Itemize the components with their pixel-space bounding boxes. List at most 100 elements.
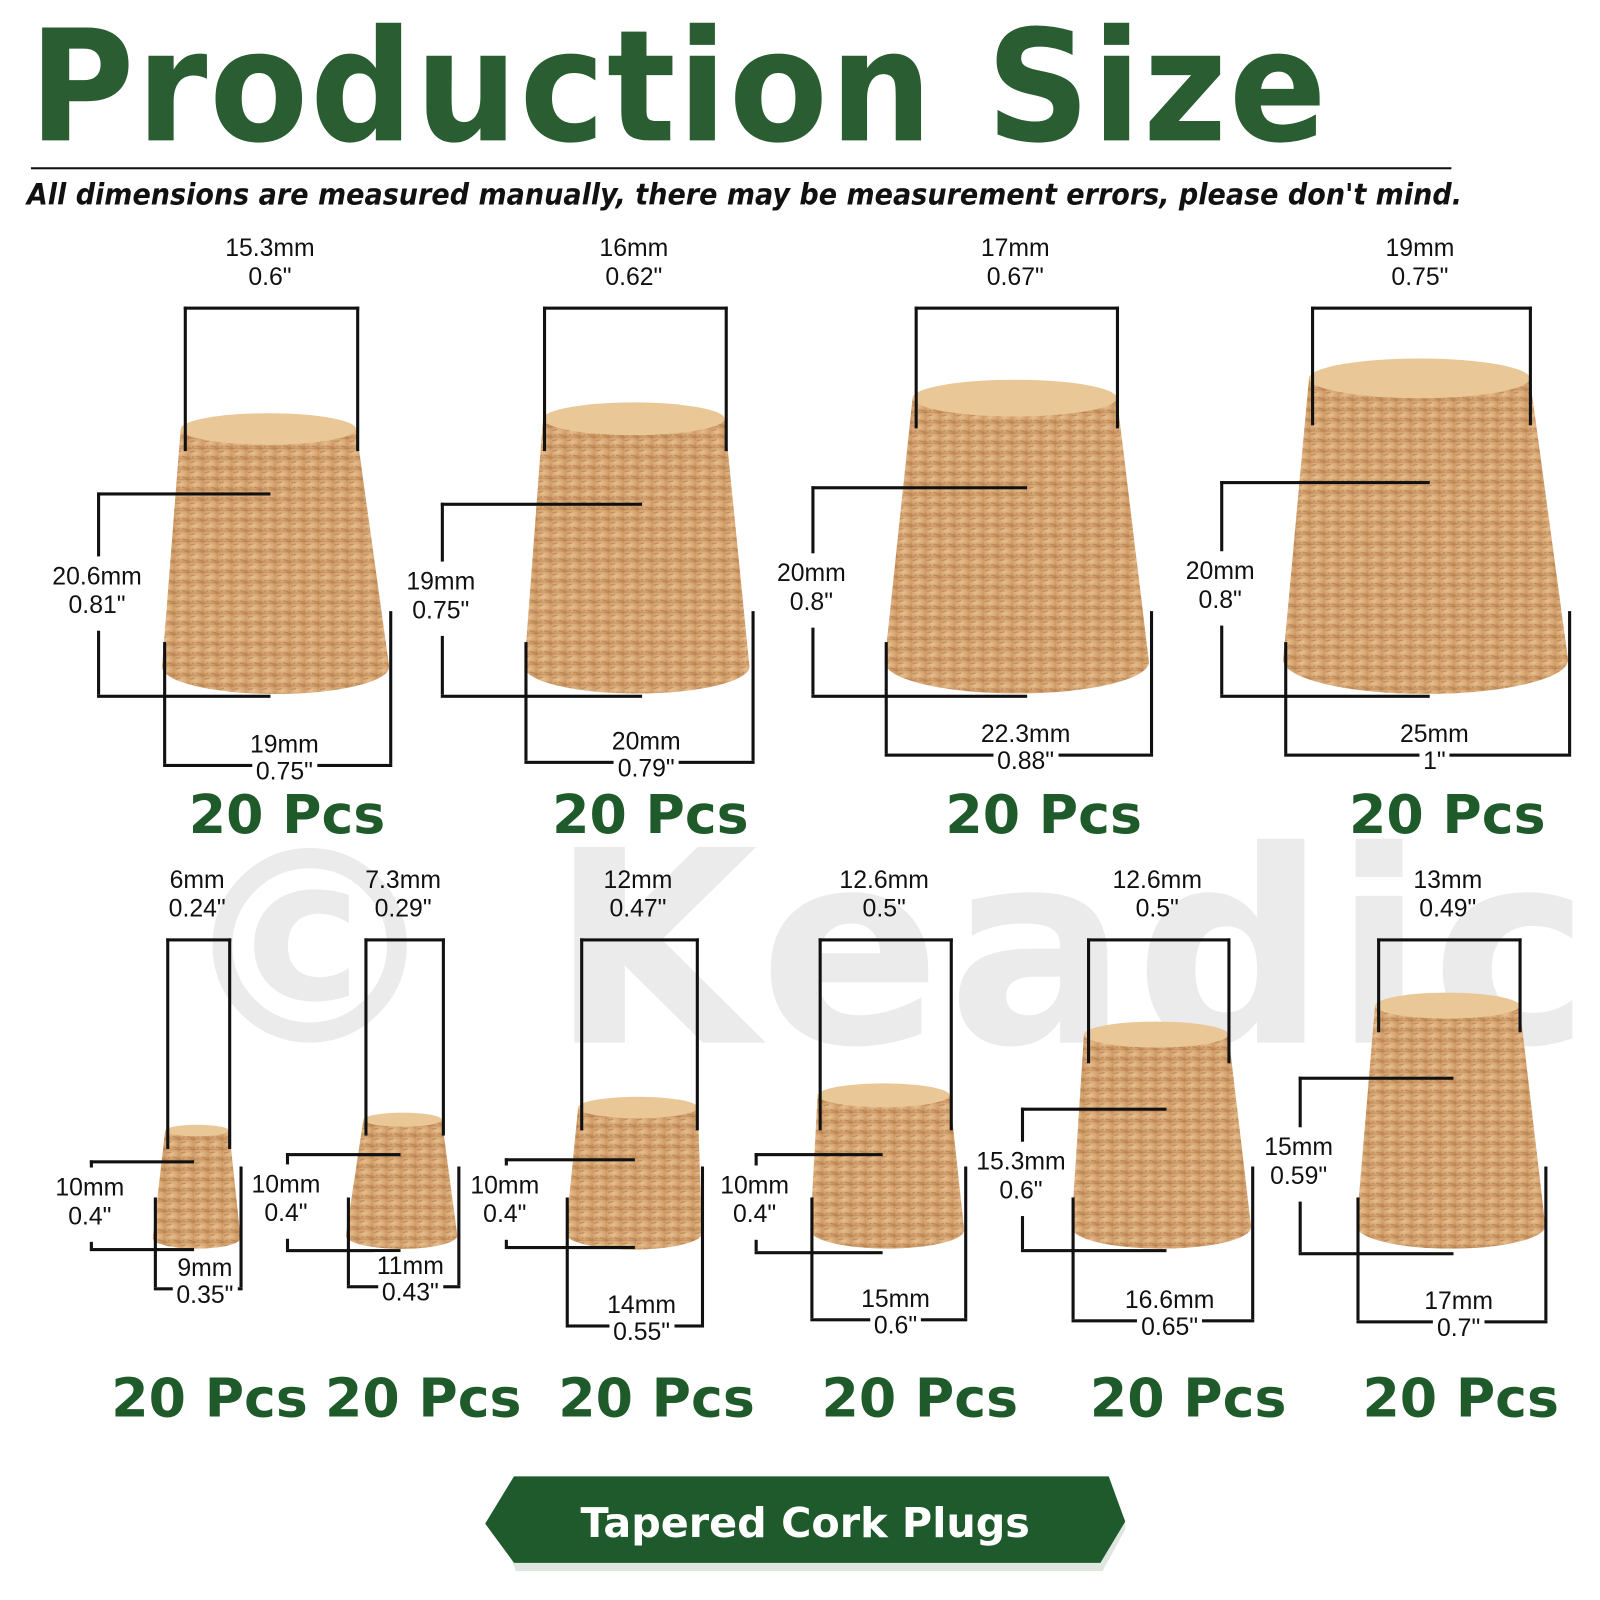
top-bracket-line — [183, 306, 360, 310]
height-mm: 20.6mm — [52, 562, 142, 591]
top-bracket-line — [914, 306, 1120, 310]
bottom-bracket-line — [810, 1197, 814, 1319]
height-bracket-line — [440, 635, 444, 695]
height-bracket-line — [97, 492, 271, 496]
bottom-bracket-line — [1356, 1197, 1360, 1321]
bottom-diameter-mm: 14mm — [603, 1291, 681, 1321]
bottom-bracket-line — [1149, 611, 1154, 754]
height-in: 0.75" — [412, 596, 470, 625]
top-bracket-line — [356, 306, 360, 452]
height-in: 0.4" — [264, 1199, 308, 1227]
height-in: 0.4" — [68, 1202, 112, 1230]
height-in: 0.8" — [1198, 585, 1242, 614]
quantity-label: 20 Pcs — [1089, 1367, 1287, 1430]
bottom-diameter-in: 0.55" — [608, 1318, 675, 1348]
quantity-label: 20 Pcs — [111, 1367, 308, 1430]
top-bracket-line — [1377, 938, 1381, 1033]
height-bracket-line — [1298, 1201, 1302, 1253]
top-diameter-in: 0.75" — [1391, 263, 1449, 292]
height-mm: 15mm — [1264, 1133, 1334, 1162]
height-bracket-line — [1220, 625, 1224, 695]
height-bracket-line — [504, 1158, 508, 1165]
quantity-label: 20 Pcs — [558, 1367, 755, 1430]
cork-plug-image — [1283, 358, 1569, 694]
height-mm: 10mm — [55, 1173, 125, 1202]
height-bracket-line — [97, 492, 101, 557]
bottom-diameter-in: 0.79" — [613, 754, 679, 784]
height-bracket-line — [1298, 1076, 1302, 1128]
height-bracket-line — [504, 1158, 635, 1162]
bottom-bracket-line — [389, 611, 393, 764]
top-diameter-in: 0.5" — [1135, 895, 1179, 923]
height-bracket-line — [811, 486, 1028, 490]
height-bracket-line — [285, 1153, 401, 1157]
height-bracket-line — [285, 1238, 290, 1250]
height-mm: 10mm — [470, 1171, 540, 1200]
top-bracket-line — [818, 938, 822, 1131]
height-bracket-line — [89, 1160, 93, 1168]
height-bracket-line — [754, 1239, 758, 1252]
height-in: 0.4" — [732, 1200, 777, 1228]
bottom-bracket-line — [1071, 1197, 1075, 1320]
bottom-diameter-in: 0.88" — [992, 747, 1059, 777]
height-bracket-line — [1220, 481, 1430, 485]
height-bracket-line — [504, 1245, 635, 1250]
cork-plug-image — [524, 402, 750, 694]
top-diameter-in: 0.49" — [1419, 895, 1477, 923]
height-bracket-line — [1298, 1252, 1454, 1256]
bottom-bracket-line — [964, 1166, 968, 1319]
top-bracket-line — [441, 938, 445, 1136]
bottom-diameter-mm: 11mm — [372, 1252, 448, 1282]
bottom-bracket-line — [239, 1166, 243, 1288]
top-bracket-line — [1087, 938, 1231, 942]
height-bracket-line — [1020, 1107, 1025, 1142]
top-diameter-mm: 12mm — [603, 866, 673, 894]
height-bracket-line — [1020, 1107, 1167, 1111]
top-diameter-mm: 17mm — [980, 234, 1050, 263]
height-bracket-line — [1020, 1249, 1167, 1253]
height-bracket-line — [1020, 1215, 1025, 1250]
bottom-diameter-in: 0.6" — [869, 1312, 922, 1341]
bottom-diameter-mm: 19mm — [245, 730, 323, 760]
height-bracket-line — [754, 1153, 883, 1157]
bottom-bracket-line — [153, 1197, 157, 1288]
bottom-bracket-line — [1544, 1166, 1548, 1321]
top-bracket-line — [695, 938, 699, 1131]
top-bracket-line — [724, 306, 728, 452]
bottom-bracket-line — [700, 1166, 705, 1325]
height-bracket-line — [89, 1160, 195, 1164]
page-title: Production Size — [28, 0, 1329, 178]
top-bracket-line — [818, 938, 953, 942]
height-mm: 10mm — [720, 1171, 790, 1200]
top-diameter-mm: 13mm — [1413, 866, 1483, 894]
quantity-label: 20 Pcs — [188, 784, 386, 847]
top-bracket-line — [183, 306, 187, 452]
height-bracket-line — [504, 1239, 508, 1246]
title-divider — [30, 167, 1452, 170]
top-bracket-line — [166, 938, 170, 1149]
top-bracket-line — [542, 306, 547, 452]
height-mm: 20mm — [1185, 556, 1255, 585]
cork-plug-image — [345, 1112, 458, 1250]
quantity-label: 20 Pcs — [324, 1367, 522, 1430]
banner-shape — [485, 1476, 1128, 1572]
bottom-diameter-mm: 20mm — [607, 727, 685, 757]
watermark: © Keadic — [175, 794, 1597, 1107]
cork-plug-image — [1071, 1021, 1252, 1250]
bottom-bracket-line — [884, 642, 888, 754]
height-in: 0.8" — [789, 588, 834, 617]
top-bracket-line — [364, 938, 368, 1136]
top-bracket-line — [1311, 306, 1532, 310]
quantity-label: 20 Pcs — [1349, 784, 1546, 847]
height-in: 0.59" — [1270, 1162, 1328, 1191]
bottom-diameter-mm: 15mm — [856, 1285, 935, 1315]
top-diameter-in: 0.5" — [862, 895, 906, 923]
height-bracket-line — [440, 502, 444, 562]
height-bracket-line — [1220, 694, 1430, 698]
height-bracket-line — [754, 1251, 883, 1255]
top-diameter-mm: 12.6mm — [1112, 866, 1202, 894]
top-diameter-in: 0.29" — [374, 895, 432, 923]
height-in: 0.4" — [483, 1200, 527, 1228]
height-bracket-line — [89, 1248, 195, 1252]
